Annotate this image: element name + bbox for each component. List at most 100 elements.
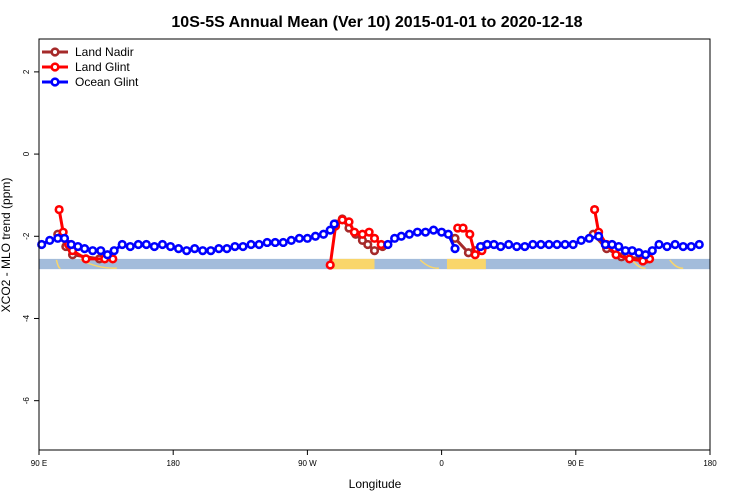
land-ocean-strip bbox=[39, 258, 710, 270]
ocean-glint-point bbox=[329, 219, 339, 229]
x-tick-label: 180 bbox=[167, 459, 181, 468]
ocean-glint-point bbox=[544, 239, 554, 250]
ocean-glint-point bbox=[206, 246, 216, 256]
land-glint-point bbox=[325, 260, 335, 270]
y-tick-label: 2 bbox=[22, 69, 31, 74]
ocean-glint-point bbox=[536, 239, 546, 250]
y-tick-label: -6 bbox=[22, 397, 31, 405]
ocean-glint-point bbox=[302, 233, 313, 243]
ocean-glint-point bbox=[165, 241, 176, 252]
ocean-glint-point bbox=[662, 241, 672, 252]
ocean-glint-point bbox=[678, 241, 688, 252]
x-tick-label: 90 E bbox=[31, 459, 47, 468]
land-glint-point bbox=[458, 223, 468, 233]
legend-label: Land Nadir bbox=[75, 45, 134, 59]
ocean-glint-point bbox=[173, 244, 184, 254]
land-glint-point bbox=[369, 233, 380, 243]
ocean-glint-point bbox=[37, 239, 47, 250]
ocean-glint-point bbox=[686, 241, 696, 252]
series-ocean-glint bbox=[37, 219, 704, 260]
plot-frame bbox=[38, 38, 711, 451]
ocean-glint-point bbox=[294, 233, 304, 243]
ocean-glint-point bbox=[182, 246, 192, 256]
ocean-glint-point bbox=[576, 235, 586, 245]
ocean-glint-point bbox=[286, 235, 296, 245]
legend-label: Ocean Glint bbox=[75, 75, 139, 89]
y-tick-label: 0 bbox=[22, 151, 31, 156]
legend-item-land-nadir: Land Nadir bbox=[42, 45, 134, 59]
ocean-glint-point bbox=[270, 237, 280, 248]
ocean-glint-point bbox=[80, 244, 90, 254]
ocean-glint-point bbox=[117, 239, 127, 250]
ocean-glint-point bbox=[504, 239, 514, 250]
ocean-glint-point bbox=[45, 235, 55, 245]
ocean-glint-point bbox=[568, 239, 578, 250]
ocean-glint-point bbox=[412, 227, 423, 237]
land-glint-point bbox=[364, 227, 374, 237]
ocean-glint-point bbox=[614, 241, 624, 252]
ocean-glint-point bbox=[133, 239, 143, 250]
ocean-glint-point bbox=[654, 239, 664, 250]
y-tick-label: -4 bbox=[22, 314, 31, 322]
ocean-glint-point bbox=[640, 250, 651, 260]
ocean-glint-point bbox=[141, 239, 151, 250]
ocean-glint-point bbox=[59, 233, 70, 243]
land-glint-point bbox=[624, 254, 635, 264]
land-glint-point bbox=[349, 227, 359, 237]
ocean-glint-point bbox=[443, 229, 453, 239]
ocean-glint-point bbox=[214, 244, 224, 254]
ocean-glint-point bbox=[318, 229, 329, 239]
x-tick-label: 90 W bbox=[298, 459, 317, 468]
ocean-glint-point bbox=[246, 239, 256, 250]
x-tick-label: 90 E bbox=[568, 459, 584, 468]
land-nadir-point bbox=[369, 246, 380, 256]
ocean-glint-point bbox=[109, 246, 119, 256]
ocean-glint-point bbox=[222, 244, 232, 254]
land-segment bbox=[330, 258, 375, 270]
ocean-glint-point bbox=[149, 241, 160, 252]
ocean-glint-point bbox=[694, 239, 704, 250]
ocean-glint-point bbox=[198, 246, 208, 256]
legend-item-ocean-glint: Ocean Glint bbox=[42, 75, 139, 89]
land-glint-point bbox=[589, 204, 600, 215]
x-tick-label: 180 bbox=[703, 459, 717, 468]
ocean-glint-point bbox=[560, 239, 570, 250]
ocean-glint-point bbox=[102, 250, 113, 260]
y-axis-label: XCO2 - MLO trend (ppm) bbox=[0, 178, 13, 313]
ocean-glint-point bbox=[88, 246, 98, 256]
legend-marker bbox=[50, 77, 60, 87]
ocean-glint-point bbox=[310, 231, 321, 241]
ocean-glint-point bbox=[383, 239, 393, 250]
ocean-glint-point bbox=[552, 239, 562, 250]
ocean-glint-point bbox=[125, 241, 135, 252]
ocean-glint-point bbox=[157, 239, 168, 250]
ocean-glint-point bbox=[325, 225, 335, 235]
legend-marker bbox=[50, 47, 60, 57]
ocean-glint-point bbox=[190, 244, 200, 254]
ocean-glint-point bbox=[96, 246, 106, 256]
island-mark bbox=[669, 259, 684, 269]
y-tick-label: -2 bbox=[22, 232, 31, 240]
ocean-glint-point bbox=[450, 244, 460, 254]
land-segment bbox=[446, 258, 486, 270]
land-nadir-point bbox=[363, 239, 373, 250]
land-glint-point bbox=[54, 204, 64, 215]
ocean-glint-point bbox=[528, 239, 538, 250]
ocean-glint-point bbox=[254, 239, 264, 250]
land-glint-point bbox=[611, 250, 621, 260]
ocean-glint-point bbox=[230, 241, 240, 252]
x-axis-label: Longitude bbox=[349, 477, 402, 491]
ocean-glint-point bbox=[420, 227, 431, 237]
ocean-glint-point bbox=[404, 229, 414, 239]
ocean-glint-point bbox=[670, 239, 680, 250]
ocean-glint-point bbox=[262, 237, 272, 248]
legend-marker bbox=[50, 62, 60, 72]
ocean-glint-point bbox=[428, 225, 439, 235]
ocean-glint-point bbox=[278, 237, 288, 248]
y-axis: 2 0 -2 -4 -6 bbox=[22, 69, 39, 404]
series-layer bbox=[37, 204, 704, 270]
ocean-glint-point bbox=[496, 241, 506, 252]
legend-label: Land Glint bbox=[75, 60, 130, 74]
